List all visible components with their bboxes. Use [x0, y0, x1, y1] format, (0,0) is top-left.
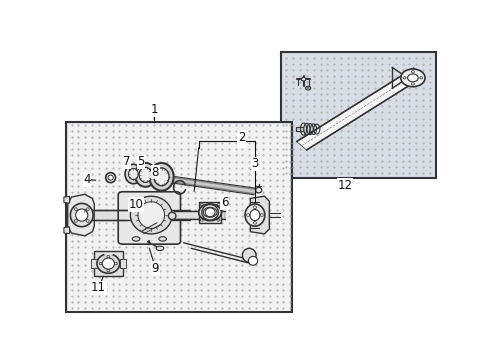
Ellipse shape — [71, 203, 93, 227]
Polygon shape — [64, 197, 70, 203]
Ellipse shape — [256, 187, 262, 193]
Text: 5: 5 — [137, 156, 145, 168]
Ellipse shape — [245, 204, 265, 226]
Text: 1: 1 — [150, 103, 158, 116]
Text: 9: 9 — [152, 262, 159, 275]
Ellipse shape — [156, 246, 164, 251]
Ellipse shape — [301, 77, 306, 81]
Text: 12: 12 — [338, 179, 353, 192]
Ellipse shape — [132, 237, 140, 241]
Ellipse shape — [205, 208, 215, 217]
Text: 6: 6 — [221, 196, 228, 209]
Ellipse shape — [135, 163, 156, 187]
Polygon shape — [94, 251, 123, 276]
Ellipse shape — [159, 237, 167, 241]
Ellipse shape — [75, 209, 88, 221]
Polygon shape — [94, 210, 126, 220]
Ellipse shape — [401, 69, 425, 87]
Text: 3: 3 — [251, 157, 259, 170]
Polygon shape — [68, 194, 94, 236]
Ellipse shape — [169, 212, 176, 220]
Ellipse shape — [243, 248, 256, 262]
Ellipse shape — [106, 173, 116, 183]
Ellipse shape — [199, 204, 221, 221]
FancyBboxPatch shape — [118, 192, 180, 244]
Ellipse shape — [130, 196, 172, 234]
Bar — [66, 122, 292, 312]
Text: 7: 7 — [123, 156, 131, 168]
Text: 8: 8 — [152, 166, 159, 179]
Bar — [91, 260, 97, 268]
Ellipse shape — [108, 175, 113, 180]
Polygon shape — [296, 68, 423, 150]
Ellipse shape — [250, 210, 260, 221]
Text: R: R — [84, 209, 87, 214]
Ellipse shape — [138, 202, 165, 228]
Bar — [120, 260, 126, 268]
Ellipse shape — [305, 86, 311, 90]
Polygon shape — [174, 211, 224, 220]
Ellipse shape — [248, 256, 258, 265]
Polygon shape — [199, 202, 220, 223]
Text: 4: 4 — [83, 173, 91, 186]
Polygon shape — [250, 196, 270, 234]
Ellipse shape — [307, 87, 309, 89]
Ellipse shape — [154, 168, 169, 186]
Text: 2: 2 — [238, 131, 245, 144]
Ellipse shape — [149, 163, 173, 191]
Ellipse shape — [408, 74, 418, 82]
Ellipse shape — [128, 168, 138, 180]
Ellipse shape — [97, 254, 120, 273]
Text: 10: 10 — [129, 198, 144, 211]
Ellipse shape — [203, 207, 217, 217]
Ellipse shape — [125, 164, 142, 184]
Text: 2: 2 — [238, 134, 245, 147]
Text: 11: 11 — [91, 281, 106, 294]
Ellipse shape — [102, 258, 115, 269]
Ellipse shape — [202, 204, 219, 220]
Bar — [281, 51, 436, 177]
Polygon shape — [64, 227, 70, 234]
Ellipse shape — [139, 167, 152, 183]
Bar — [68, 123, 290, 311]
